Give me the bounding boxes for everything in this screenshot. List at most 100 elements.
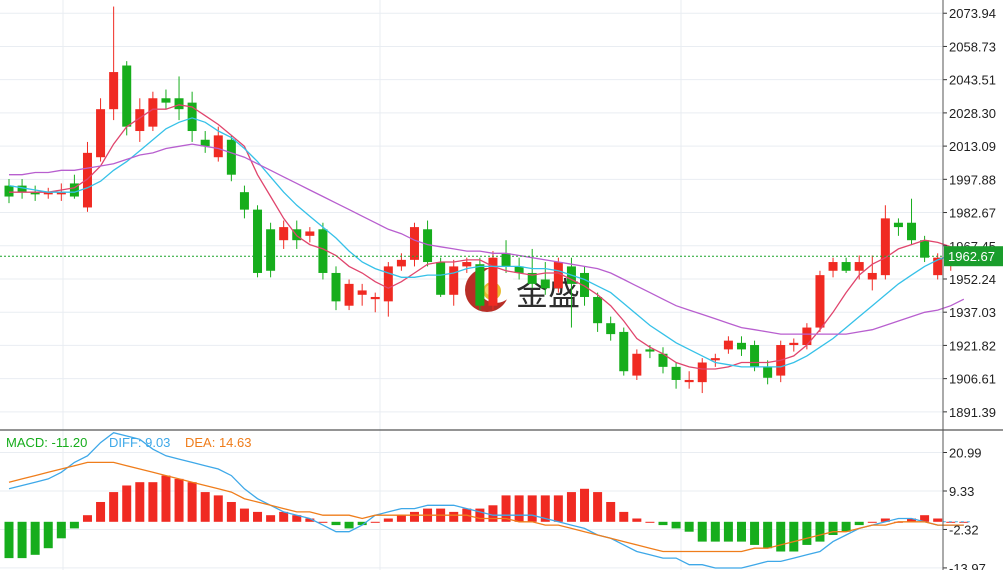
candle [4, 179, 14, 204]
candle-body [148, 98, 158, 127]
candle-body [423, 229, 433, 263]
candle-body [841, 262, 851, 271]
candle-body [266, 229, 276, 271]
macd-bar [30, 521, 40, 555]
candle [318, 222, 328, 280]
candle-body [344, 283, 354, 306]
candle-body [527, 272, 537, 284]
candle [266, 222, 276, 278]
macd-y-tick-label: 9.33 [949, 484, 974, 499]
candle [540, 262, 550, 295]
ma-line-ma5 [9, 104, 965, 370]
ma-line-ma10 [8, 117, 964, 368]
candle-body [475, 264, 485, 306]
macd-diff-line [8, 431, 964, 569]
macd-bar [632, 518, 642, 522]
candle-body [213, 135, 223, 158]
y-tick-label: 1952.24 [949, 272, 996, 287]
candle [239, 185, 249, 219]
candle-body [580, 272, 590, 297]
macd-bar [370, 521, 380, 523]
macd-bar [867, 521, 877, 523]
macd-y-tick-label: -13.97 [949, 561, 986, 570]
candle-body [763, 366, 773, 378]
grid-layer [0, 0, 943, 570]
candle [109, 6, 119, 121]
candle [174, 76, 184, 121]
macd-bar [854, 521, 864, 526]
macd-bar [344, 521, 354, 529]
macd-bar [409, 511, 419, 522]
macd-bar [488, 505, 498, 522]
candle-body [82, 152, 92, 208]
macd-bar [226, 501, 236, 522]
macd-dea-line [8, 461, 964, 553]
macd-bar [82, 515, 92, 522]
candle [409, 222, 419, 267]
macd-bar [200, 492, 210, 522]
candle [789, 338, 799, 352]
candle [619, 327, 629, 376]
y-tick-label: 1906.61 [949, 372, 996, 387]
macd-bar [828, 521, 838, 536]
candle-body [920, 240, 930, 258]
macd-bar [684, 521, 694, 532]
candle-body [174, 98, 184, 110]
candle [17, 179, 27, 199]
candle [723, 336, 733, 354]
macd-bar [645, 521, 655, 523]
macd-bar [318, 521, 328, 523]
candle [736, 336, 746, 356]
candle [449, 259, 459, 306]
candle-body [750, 345, 760, 367]
candle [43, 187, 53, 199]
candle [514, 257, 524, 280]
ma-layer [8, 104, 965, 370]
macd-bar [383, 518, 393, 522]
macd-bar [96, 501, 106, 522]
candle-body [658, 353, 668, 367]
candle [880, 205, 890, 280]
candle-body [200, 139, 210, 147]
legend-diff: DIFF: 9.03 [109, 435, 170, 450]
macd-bar [56, 521, 66, 539]
candle [750, 340, 760, 372]
candle-body [383, 266, 393, 302]
candle [96, 98, 106, 162]
candle-body [436, 262, 446, 295]
candle-body [43, 192, 53, 195]
candle-body [514, 266, 524, 273]
candle [279, 220, 289, 249]
candle [710, 353, 720, 367]
candle [841, 257, 851, 273]
candle-body [893, 222, 903, 228]
candle [30, 185, 40, 201]
candle [893, 218, 903, 236]
candle-body [305, 231, 315, 236]
candle [933, 253, 943, 280]
candle-body [253, 209, 263, 273]
y-tick-label: 1921.82 [949, 338, 996, 353]
macd-bar [540, 495, 550, 522]
candle-body [880, 218, 890, 276]
candle [828, 257, 838, 278]
macd-bar [239, 508, 249, 522]
macd-bar [4, 521, 14, 559]
macd-bar [357, 521, 367, 526]
macd-layer [4, 431, 970, 569]
y-tick-label: 2013.09 [949, 139, 996, 154]
macd-bar [331, 521, 341, 526]
candle-body [109, 72, 119, 110]
price-layer: 1962.67 [0, 246, 1003, 267]
macd-bar [723, 521, 733, 542]
candle [213, 126, 223, 162]
candle-body [331, 272, 341, 302]
candle-body [161, 98, 171, 103]
macd-bar [763, 521, 773, 549]
macd-bar [553, 495, 563, 522]
macd-bar [122, 485, 132, 522]
macd-bar [292, 515, 302, 522]
macd-bar [776, 521, 786, 552]
